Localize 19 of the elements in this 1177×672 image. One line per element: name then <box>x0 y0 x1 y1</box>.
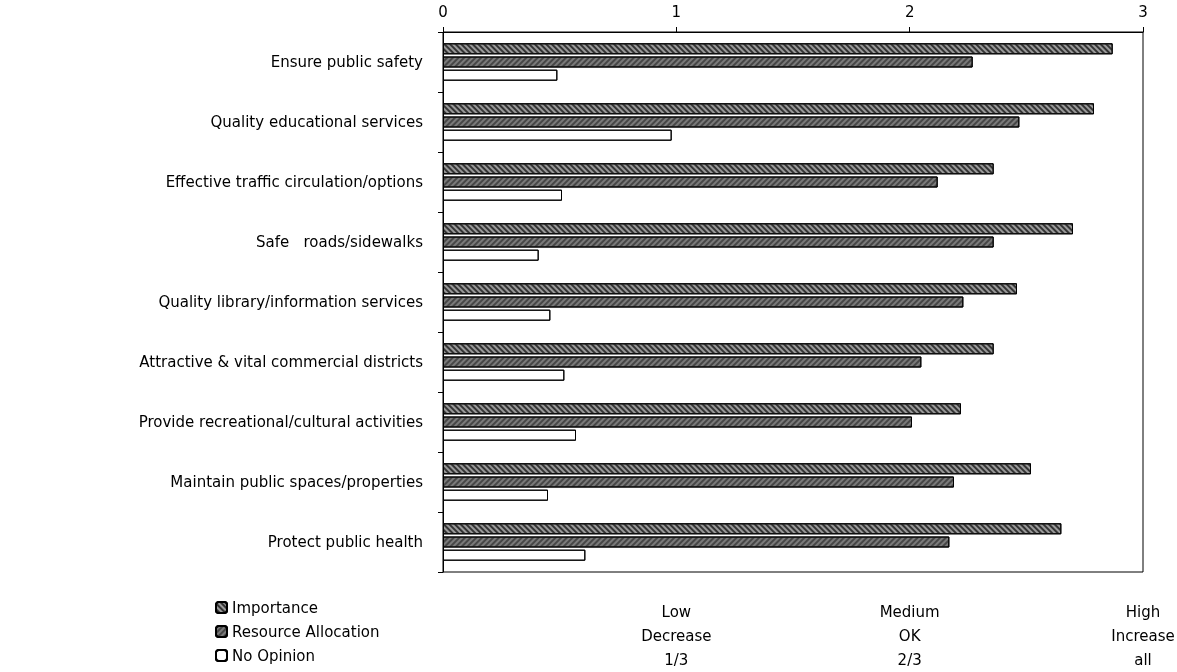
y-tick-label: Ensure public safety <box>270 53 424 71</box>
y-tick-label: Attractive & vital commercial districts <box>139 353 424 371</box>
legend-label: Resource Allocation <box>232 622 380 641</box>
x-tick-label: 3 <box>1138 3 1148 21</box>
text: Medium OK 2/3 <box>879 603 940 669</box>
x-tick-label: 0 <box>438 3 448 21</box>
legend-label: Importance <box>232 598 318 617</box>
y-tick-label: Provide recreational/cultural activities <box>138 413 424 431</box>
x-tick-label: 1 <box>671 3 682 21</box>
text: High Increase all <box>1111 603 1175 669</box>
y-tick-label: Protect public health <box>267 533 423 551</box>
legend-label: No Opinion <box>232 646 316 665</box>
y-tick-label: Maintain public spaces/properties <box>170 473 424 491</box>
y-tick-label: Quality library/information services <box>158 293 424 311</box>
y-tick-label: Safe roads/sidewalks <box>256 233 424 251</box>
text: Low Decrease 1/3 <box>641 603 712 669</box>
y-tick-label: Effective traffic circulation/options <box>165 173 424 191</box>
y-tick-label: Quality educational services <box>210 113 424 131</box>
x-tick-label: 2 <box>904 3 915 21</box>
